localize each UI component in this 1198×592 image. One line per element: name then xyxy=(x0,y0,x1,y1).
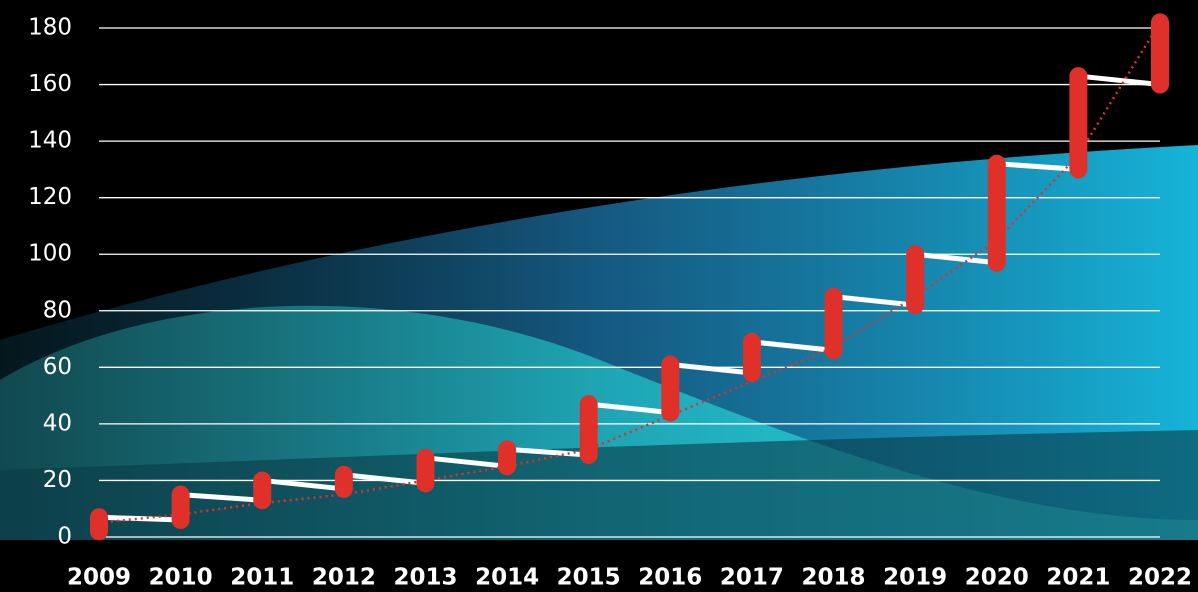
y-tick-label: 60 xyxy=(43,354,72,380)
y-tick-label: 100 xyxy=(28,241,72,267)
x-tick-label: 2016 xyxy=(638,565,702,591)
x-tick-label: 2022 xyxy=(1128,565,1192,591)
connector xyxy=(261,477,345,492)
connector xyxy=(425,455,508,469)
x-tick-label: 2010 xyxy=(149,565,213,591)
connector xyxy=(751,339,834,353)
x-tick-label: 2009 xyxy=(67,565,131,591)
connector xyxy=(98,514,181,523)
connector xyxy=(588,401,671,416)
connector xyxy=(180,492,263,503)
connector xyxy=(914,251,998,266)
x-tick-label: 2018 xyxy=(802,565,866,591)
connector xyxy=(506,446,589,458)
y-tick-label: 40 xyxy=(43,410,72,436)
x-tick-label: 2020 xyxy=(965,565,1029,591)
y-tick-label: 140 xyxy=(28,128,72,154)
y-tick-label: 180 xyxy=(28,15,72,41)
connector xyxy=(670,362,753,376)
connector xyxy=(343,472,426,486)
y-tick-label: 120 xyxy=(28,184,72,210)
y-tick-label: 80 xyxy=(43,297,72,323)
connector xyxy=(1078,73,1161,88)
x-tick-label: 2019 xyxy=(883,565,947,591)
x-tick-label: 2021 xyxy=(1046,565,1110,591)
x-tick-label: 2017 xyxy=(720,565,784,591)
x-tick-label: 2013 xyxy=(393,565,457,591)
x-tick-label: 2015 xyxy=(557,565,621,591)
x-tick-label: 2014 xyxy=(475,565,539,591)
y-tick-label: 0 xyxy=(57,524,72,550)
y-tick-label: 160 xyxy=(28,71,72,97)
x-tick-label: 2011 xyxy=(230,565,294,591)
connector xyxy=(996,161,1079,172)
x-tick-label: 2012 xyxy=(312,565,376,591)
y-tick-label: 20 xyxy=(43,467,72,493)
